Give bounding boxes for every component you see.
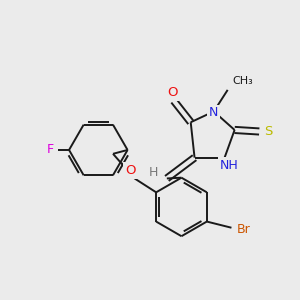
Text: S: S	[264, 125, 273, 138]
Text: CH₃: CH₃	[232, 76, 253, 86]
Text: Br: Br	[237, 223, 250, 236]
Text: O: O	[125, 164, 136, 177]
Text: NH: NH	[220, 159, 239, 172]
Text: F: F	[47, 143, 54, 157]
Text: O: O	[167, 86, 178, 100]
Text: N: N	[209, 106, 218, 119]
Text: H: H	[148, 166, 158, 179]
